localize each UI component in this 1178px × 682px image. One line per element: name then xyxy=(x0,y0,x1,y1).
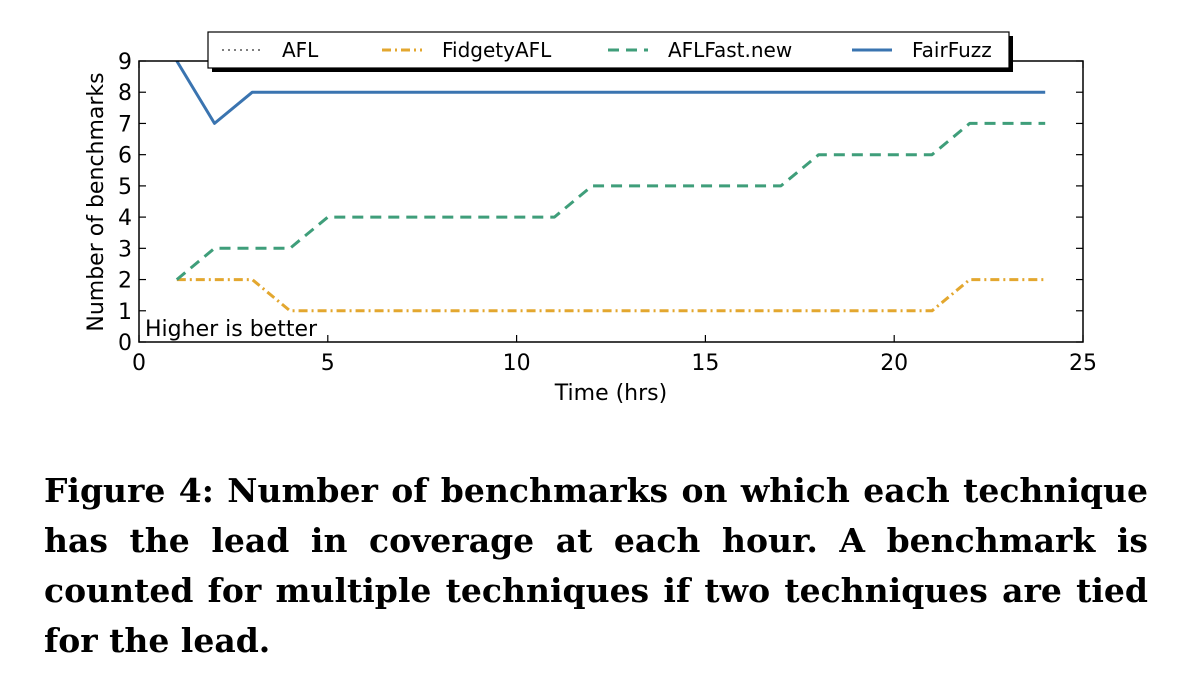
y-tick-label: 6 xyxy=(118,144,132,169)
y-tick-label: 1 xyxy=(118,300,132,325)
x-tick-label: 10 xyxy=(503,351,531,376)
x-tick-label: 5 xyxy=(321,351,335,376)
x-axis-title: Time (hrs) xyxy=(554,381,667,406)
x-tick-label: 20 xyxy=(880,351,908,376)
y-tick-label: 3 xyxy=(118,237,132,262)
y-tick-label: 8 xyxy=(118,81,132,106)
legend-label: AFL xyxy=(282,38,319,62)
line-chart: 0 5 10 15 20 25 0 1 2 3 4 5 6 7 8 9 Time (hrs) Number o… xyxy=(84,31,1097,406)
y-tick-label: 7 xyxy=(118,112,132,137)
plot-frame xyxy=(138,60,1084,343)
series-line-fairfuzz xyxy=(175,60,1046,125)
chart-annotation: Higher is better xyxy=(145,317,318,342)
legend-items: AFL FidgetyAFL AFLFast.new FairFuzz xyxy=(222,38,992,62)
y-tick-label: 0 xyxy=(118,331,132,356)
y-tick-label: 5 xyxy=(118,175,132,200)
legend: AFL FidgetyAFL AFLFast.new FairFuzz xyxy=(207,31,1013,72)
legend-label: FairFuzz xyxy=(912,38,992,62)
series-line-aflfast-new xyxy=(175,121,1046,281)
y-axis-title: Number of benchmarks xyxy=(84,72,109,331)
axis-ticks: 0 5 10 15 20 25 0 1 2 3 4 5 6 7 8 9 xyxy=(118,50,1097,376)
x-tick-label: 0 xyxy=(132,351,146,376)
figure-caption: Figure 4: Number of benchmarks on which … xyxy=(44,471,1148,660)
y-tick-label: 2 xyxy=(118,269,132,294)
legend-label: AFLFast.new xyxy=(668,38,792,62)
series-layer xyxy=(175,60,1046,313)
y-tick-label: 9 xyxy=(118,50,132,75)
legend-label: FidgetyAFL xyxy=(442,38,552,62)
series-line-fidgetyafl xyxy=(176,278,1046,313)
y-tick-label: 4 xyxy=(118,206,132,231)
x-tick-label: 15 xyxy=(691,351,719,376)
x-tick-label: 25 xyxy=(1069,351,1097,376)
